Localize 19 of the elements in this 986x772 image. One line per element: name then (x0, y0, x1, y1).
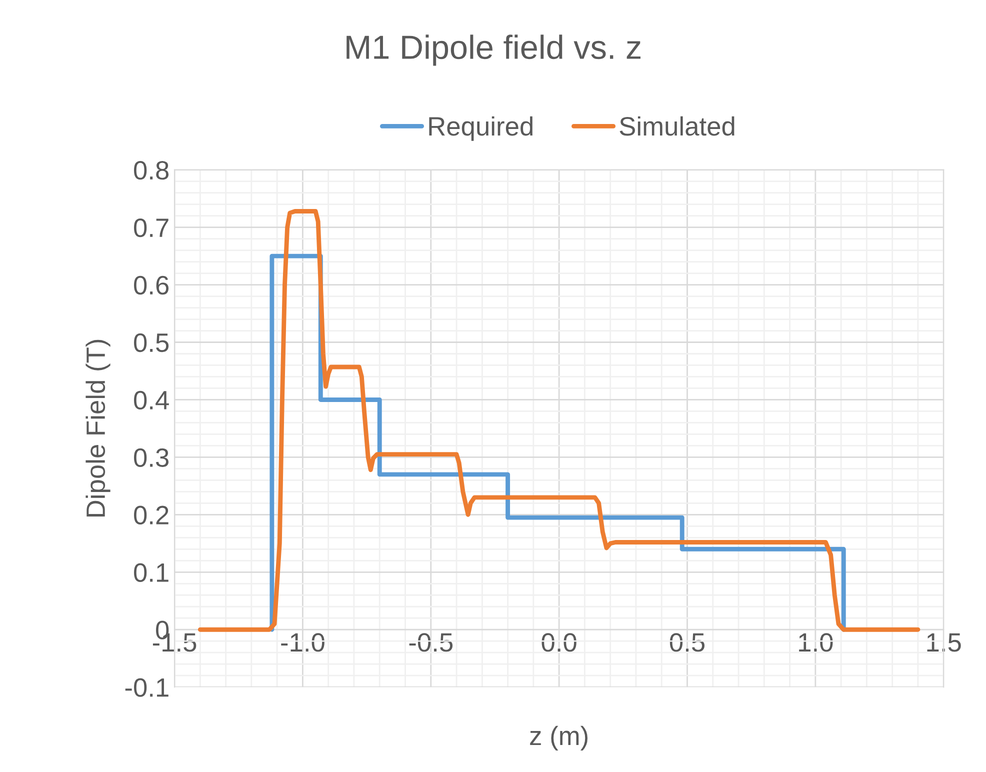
line-series (198, 208, 920, 632)
x-tick-label: -1.0 (281, 633, 324, 652)
y-tick-label: 0.8 (134, 160, 169, 180)
y-tick-label: 0.3 (134, 448, 169, 468)
y-tick-label: 0.1 (134, 563, 168, 582)
x-tick-label: 1.0 (799, 633, 833, 652)
x-tick-label: 1.5 (927, 633, 961, 652)
x-tick-label: 0.0 (542, 633, 576, 652)
y-tick-label: 0.2 (134, 506, 168, 524)
legend-label: Required (429, 116, 532, 141)
legend-label: Simulated (620, 116, 734, 136)
y-tick-label: 0.7 (134, 218, 168, 238)
y-tick-label: -0.1 (125, 678, 168, 697)
y-tick-label: 0.4 (134, 390, 169, 410)
y-axis-title: Dipole Field (T) (86, 340, 110, 516)
y-tick-label: 0.6 (134, 276, 169, 295)
x-axis-title: z (m) (530, 726, 588, 750)
chart-title: M1 Dipole field vs. z (346, 34, 640, 66)
y-tick-label: 0.5 (134, 333, 169, 352)
